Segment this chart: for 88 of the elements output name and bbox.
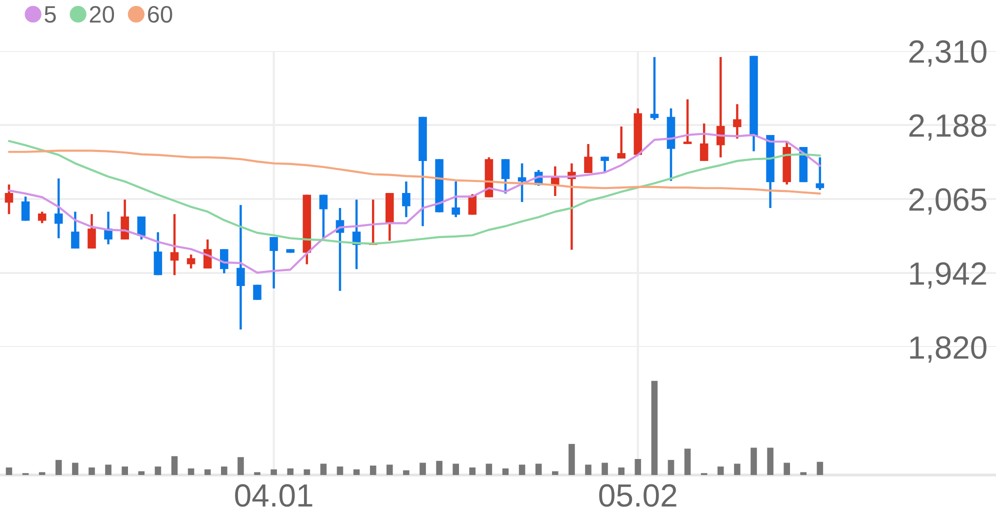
bar (800, 472, 807, 475)
bar (370, 466, 376, 475)
bar (353, 469, 360, 475)
candlestick (21, 195, 30, 222)
bar (535, 464, 542, 475)
bar (188, 468, 194, 475)
bar (105, 464, 112, 475)
y-tick-label: 2,310 (909, 40, 986, 67)
candlestick (518, 162, 526, 204)
bar (171, 456, 178, 475)
line-series (8, 140, 821, 245)
candlestick (584, 142, 592, 174)
bar (684, 448, 691, 475)
candlestick (501, 158, 510, 195)
bar (436, 460, 442, 475)
bar (420, 462, 426, 475)
bar (486, 464, 492, 475)
candlestick (253, 284, 262, 301)
bar (304, 469, 310, 475)
candlestick (270, 236, 278, 290)
bar (254, 472, 260, 475)
candlestick (650, 56, 659, 121)
candlestick (683, 98, 692, 146)
bar (403, 470, 410, 475)
bar (221, 466, 228, 475)
candlestick (120, 198, 129, 241)
bar (767, 448, 774, 475)
y-tick-label: 2,065 (909, 188, 986, 215)
bar (138, 471, 145, 475)
bar (734, 464, 740, 475)
bar (618, 467, 624, 475)
bar (568, 444, 575, 475)
y-tick-label: 1,820 (910, 336, 986, 363)
y-tick-label: 2,188 (909, 114, 986, 141)
candlestick (154, 231, 162, 276)
bar (56, 460, 62, 475)
bar (585, 464, 592, 475)
bar (38, 472, 46, 475)
bar (320, 464, 327, 475)
candlestick (319, 194, 328, 240)
bar (6, 467, 12, 475)
bar (287, 468, 294, 475)
bar (452, 464, 459, 475)
candlestick (54, 177, 63, 240)
legend-label: 20 (90, 6, 114, 23)
candlestick (71, 210, 80, 250)
bar (469, 467, 476, 475)
bar (386, 464, 393, 475)
bar (154, 466, 162, 475)
candlestick (402, 180, 410, 218)
x-tick-label: 04.01 (235, 484, 312, 507)
candlestick (4, 183, 14, 216)
bar (552, 471, 558, 475)
bar (238, 457, 244, 475)
line-series (8, 150, 821, 195)
bar (784, 462, 790, 475)
bar (750, 448, 757, 475)
candlestick (700, 122, 708, 162)
bar (204, 469, 211, 475)
bar (502, 468, 509, 475)
legend-label: 60 (148, 6, 172, 23)
candlestick (236, 204, 245, 331)
candlestick (88, 212, 96, 250)
candlestick (186, 253, 196, 270)
bar (816, 462, 824, 475)
bar (122, 466, 128, 475)
bar (602, 462, 608, 475)
candlestick (816, 156, 824, 192)
y-tick-label: 1,942 (910, 262, 986, 289)
candlestick (733, 103, 742, 140)
candlestick (137, 215, 146, 241)
legend-label: 5 (44, 6, 56, 23)
candlestick (716, 56, 725, 158)
bar (270, 469, 277, 475)
bar (518, 464, 526, 475)
bar (336, 466, 344, 475)
bar (651, 380, 658, 475)
candlestick (170, 212, 179, 276)
bar (88, 467, 95, 475)
candlestick (600, 156, 609, 174)
candlestick (38, 210, 46, 224)
bar (634, 459, 642, 475)
candlestick (617, 125, 626, 160)
bar (72, 462, 78, 475)
bar (668, 460, 674, 475)
candlestick (452, 180, 460, 218)
bar (718, 466, 724, 475)
x-tick-label: 05.02 (599, 484, 676, 507)
